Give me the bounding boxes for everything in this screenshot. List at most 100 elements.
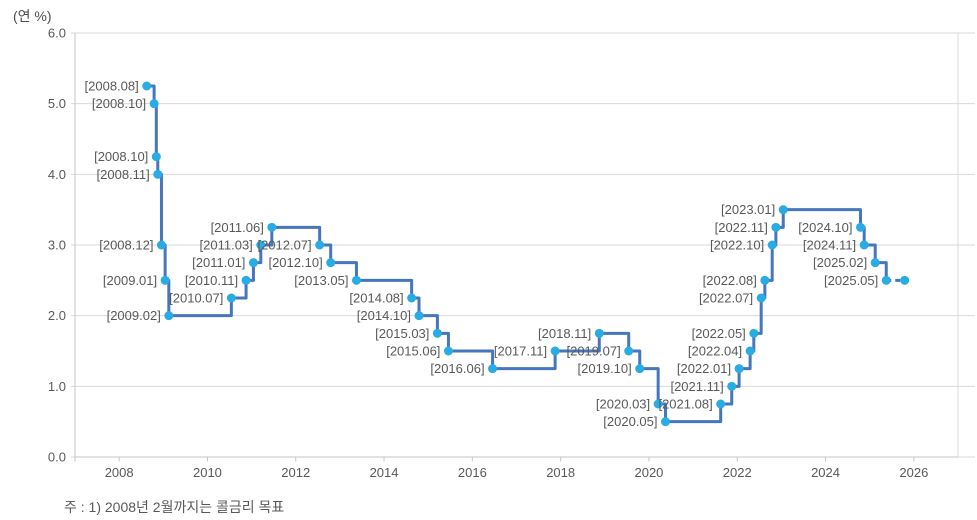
rate-series-layer bbox=[146, 84, 905, 424]
data-point-label: [2025.05] bbox=[824, 273, 878, 288]
y-tick-label: 4.0 bbox=[48, 167, 66, 182]
data-point-label: [2016.06] bbox=[430, 361, 484, 376]
data-point-label: [2015.06] bbox=[386, 344, 440, 359]
axes-layer bbox=[74, 33, 959, 462]
data-point-label: [2014.08] bbox=[349, 291, 403, 306]
data-point-label: [2020.03] bbox=[596, 397, 650, 412]
data-point-label: [2008.11] bbox=[97, 167, 150, 182]
data-point-label: [2008.12] bbox=[99, 238, 153, 253]
data-point bbox=[488, 364, 498, 374]
data-point bbox=[443, 346, 453, 356]
data-point bbox=[226, 293, 236, 303]
data-point-label: [2008.10] bbox=[94, 149, 148, 164]
data-point bbox=[241, 275, 251, 285]
data-point-label: [2009.01] bbox=[103, 273, 157, 288]
data-point bbox=[550, 346, 560, 356]
data-point-label: [2022.01] bbox=[677, 361, 731, 376]
data-point bbox=[326, 258, 336, 268]
data-point bbox=[881, 275, 891, 285]
y-tick-label: 5.0 bbox=[48, 96, 66, 111]
x-tick-label: 2018 bbox=[546, 465, 575, 480]
data-point-label: [2019.10] bbox=[578, 361, 632, 376]
x-tick-label: 2026 bbox=[899, 465, 928, 480]
data-point bbox=[900, 275, 910, 285]
data-point bbox=[164, 311, 174, 321]
data-point bbox=[432, 328, 442, 338]
data-point-label: [2019.07] bbox=[566, 344, 620, 359]
data-point-label: [2023.01] bbox=[721, 202, 775, 217]
x-tick-label: 2012 bbox=[281, 465, 310, 480]
x-tick-label: 2016 bbox=[458, 465, 487, 480]
x-tick-label: 2010 bbox=[193, 465, 222, 480]
data-point bbox=[745, 346, 755, 356]
data-point-label: [2013.05] bbox=[294, 273, 348, 288]
data-point bbox=[756, 293, 766, 303]
data-point-label: [2015.03] bbox=[375, 326, 429, 341]
data-point-label: [2010.07] bbox=[169, 291, 223, 306]
data-point-label: [2011.06] bbox=[211, 220, 264, 235]
data-point bbox=[267, 222, 277, 232]
data-point bbox=[778, 205, 788, 215]
data-point-label: [2011.01] bbox=[192, 255, 245, 270]
x-tick-label: 2024 bbox=[811, 465, 840, 480]
data-point-label: [2022.08] bbox=[703, 273, 757, 288]
data-point-label: [2022.05] bbox=[692, 326, 746, 341]
data-point bbox=[727, 381, 737, 391]
data-point-label: [2020.05] bbox=[603, 414, 657, 429]
data-point-label: [2018.11] bbox=[538, 326, 591, 341]
data-point bbox=[248, 258, 258, 268]
data-point bbox=[716, 399, 726, 409]
data-point bbox=[256, 240, 266, 250]
data-point-label: [2014.10] bbox=[357, 308, 411, 323]
data-point bbox=[760, 275, 770, 285]
data-point-labels-layer: 6.0 5.0 4.0 3.0 2.0 1.0 0.0 2008 2010 2012 2014 201… bbox=[48, 26, 928, 481]
data-point bbox=[767, 240, 777, 250]
data-point bbox=[594, 328, 604, 338]
data-point bbox=[624, 346, 634, 356]
data-point bbox=[407, 293, 417, 303]
chart-footnote: 주 : 1) 2008년 2월까지는 콜금리 목표 bbox=[64, 499, 285, 515]
y-tick-label: 3.0 bbox=[48, 238, 66, 253]
data-point bbox=[151, 152, 161, 162]
y-tick-label: 2.0 bbox=[48, 308, 66, 323]
data-point bbox=[149, 99, 159, 109]
data-point bbox=[870, 258, 880, 268]
data-point-label: [2008.08] bbox=[85, 79, 139, 94]
data-point-label: [2025.02] bbox=[813, 255, 867, 270]
x-tick-label: 2022 bbox=[723, 465, 752, 480]
data-point bbox=[734, 364, 744, 374]
data-point bbox=[856, 222, 866, 232]
data-point bbox=[771, 222, 781, 232]
data-point bbox=[160, 275, 170, 285]
y-axis-unit-title: (연 %) bbox=[13, 8, 52, 24]
data-point-label: [2022.07] bbox=[699, 291, 753, 306]
data-point-label: [2012.10] bbox=[268, 255, 322, 270]
data-point bbox=[635, 364, 645, 374]
data-point-label: [2022.11] bbox=[715, 220, 768, 235]
data-point-label: [2022.10] bbox=[710, 238, 764, 253]
data-point bbox=[653, 399, 663, 409]
data-point-label: [2008.10] bbox=[92, 96, 146, 111]
data-points-layer bbox=[142, 81, 910, 427]
x-tick-label: 2014 bbox=[370, 465, 399, 480]
data-point-label: [2017.11] bbox=[494, 344, 547, 359]
data-point bbox=[315, 240, 325, 250]
data-point bbox=[859, 240, 869, 250]
data-point-label: [2009.02] bbox=[107, 308, 161, 323]
data-point-label: [2021.11] bbox=[670, 379, 723, 394]
data-point-label: [2012.07] bbox=[257, 238, 311, 253]
data-point bbox=[142, 81, 152, 91]
data-point-label: [2024.11] bbox=[803, 238, 856, 253]
data-point bbox=[153, 169, 163, 179]
data-point bbox=[351, 275, 361, 285]
data-point-label: [2022.04] bbox=[688, 344, 742, 359]
y-tick-label: 1.0 bbox=[48, 379, 66, 394]
x-tick-label: 2008 bbox=[105, 465, 134, 480]
data-point-label: [2021.08] bbox=[658, 397, 712, 412]
data-point-label: [2011.03] bbox=[200, 238, 253, 253]
x-tick-label: 2020 bbox=[634, 465, 663, 480]
y-tick-label: 0.0 bbox=[48, 450, 66, 465]
data-point-label: [2010.11] bbox=[185, 273, 238, 288]
